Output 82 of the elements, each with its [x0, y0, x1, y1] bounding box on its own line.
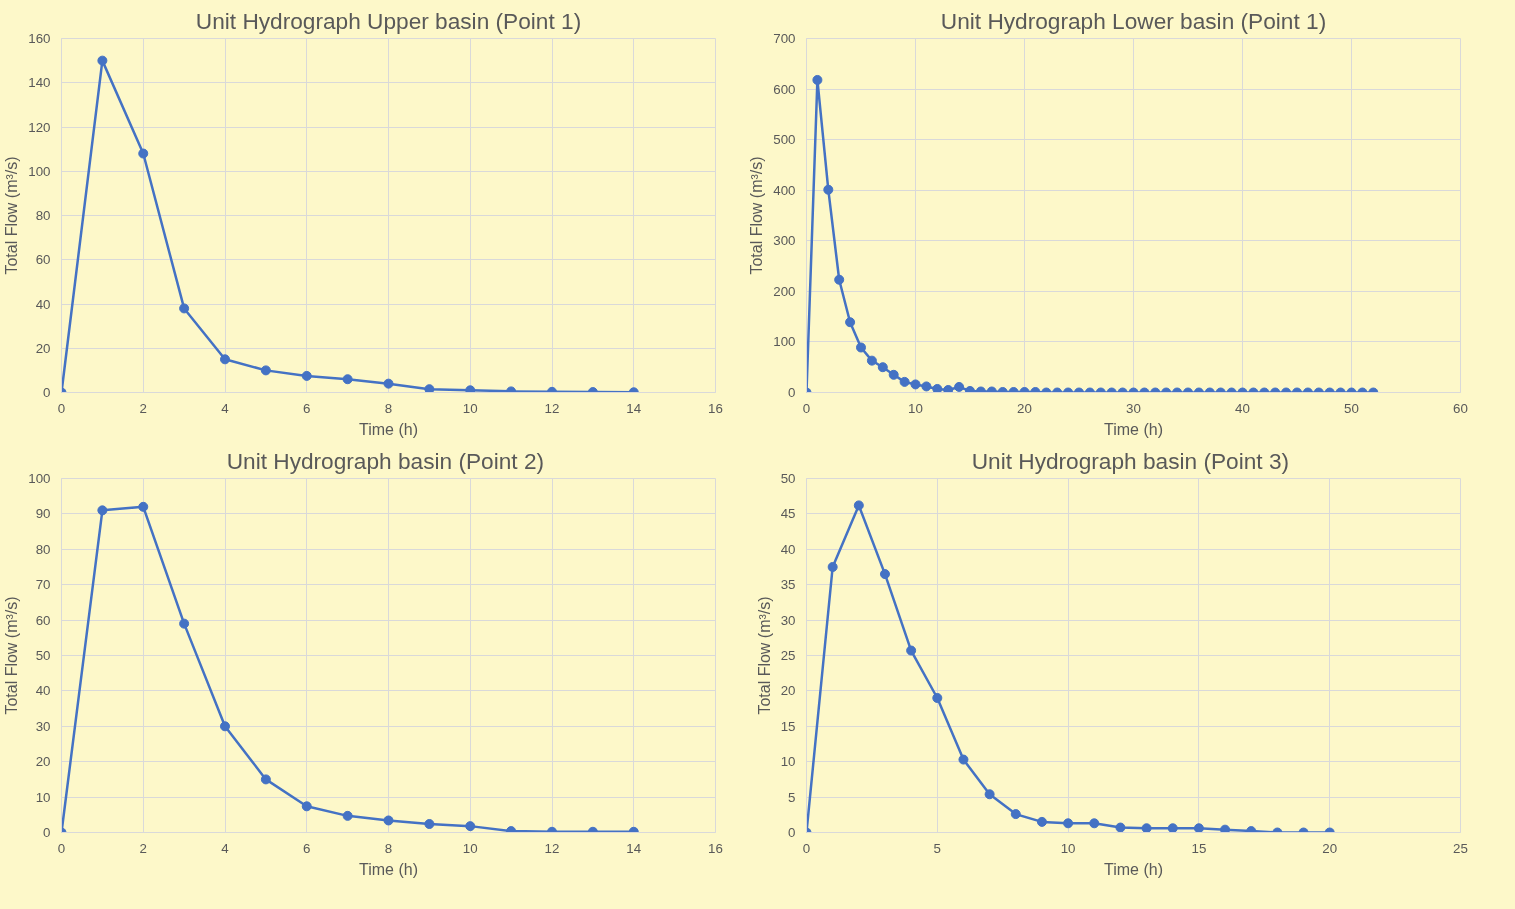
y-tick-label: 30 [35, 718, 51, 734]
x-tick-label: 8 [384, 400, 393, 416]
y-axis-title: Total Flow (m³/s) [3, 156, 21, 275]
x-tick-label: 6 [303, 840, 311, 856]
x-tick-label: 10 [908, 400, 923, 416]
x-tick-label: 20 [1017, 400, 1032, 416]
y-axis-title: Total Flow (m³/s) [3, 596, 21, 715]
y-tick-label: 45 [780, 506, 796, 522]
chart-title: Unit Hydrograph Lower basin (Point 1) [940, 7, 1327, 34]
y-tick-label: 300 [773, 233, 796, 249]
y-tick-label: 35 [780, 577, 796, 593]
x-tick-label: 10 [1060, 840, 1076, 856]
chart-title: Unit Hydrograph basin (Point 3) [971, 447, 1290, 474]
y-tick-label: 30 [780, 612, 796, 628]
y-tick-label: 140 [28, 75, 51, 91]
y-axis-title: Total Flow (m³/s) [755, 596, 773, 715]
y-tick-label: 10 [780, 754, 796, 770]
y-tick-label: 0 [788, 385, 796, 400]
y-tick-label: 25 [780, 648, 796, 663]
x-axis-title: Time (h) [1104, 420, 1163, 438]
y-tick-label: 60 [35, 612, 51, 628]
chart-title: Unit Hydrograph Upper basin (Point 1) [195, 7, 582, 34]
x-axis-title: Time (h) [359, 420, 418, 438]
y-tick-label: 60 [35, 252, 51, 268]
y-tick-label: 600 [773, 81, 796, 97]
y-tick-label: 160 [28, 31, 51, 46]
x-tick-label: 20 [1322, 840, 1338, 856]
y-tick-label: 50 [35, 648, 51, 663]
x-tick-label: 30 [1126, 400, 1141, 416]
y-tick-label: 5 [788, 789, 796, 805]
y-tick-label: 10 [35, 789, 51, 805]
x-tick-label: 25 [1453, 840, 1468, 856]
x-tick-label: 8 [384, 840, 393, 856]
y-tick-label: 700 [773, 31, 796, 46]
y-tick-label: 80 [35, 541, 51, 557]
y-tick-label: 80 [35, 208, 51, 223]
x-tick-label: 14 [626, 400, 642, 416]
y-tick-label: 40 [780, 541, 796, 557]
x-tick-label: 40 [1235, 400, 1250, 416]
x-tick-label: 0 [802, 400, 811, 416]
chart-title: Unit Hydrograph basin (Point 2) [226, 447, 545, 474]
y-tick-label: 40 [35, 683, 51, 699]
y-tick-label: 200 [773, 283, 796, 299]
x-tick-label: 0 [802, 840, 811, 856]
x-tick-label: 2 [139, 840, 147, 856]
y-tick-label: 0 [43, 825, 51, 840]
x-axis-title: Time (h) [1104, 860, 1163, 878]
y-tick-label: 90 [35, 506, 51, 522]
y-tick-label: 100 [773, 334, 796, 350]
y-tick-label: 0 [788, 825, 796, 840]
x-tick-label: 0 [57, 400, 66, 416]
y-axis-title: Total Flow (m³/s) [748, 156, 766, 275]
y-tick-label: 100 [28, 163, 51, 179]
y-tick-label: 15 [780, 718, 796, 734]
x-tick-label: 14 [626, 840, 642, 856]
y-tick-label: 100 [28, 471, 51, 486]
x-tick-label: 16 [708, 840, 723, 856]
x-tick-label: 50 [1344, 400, 1359, 416]
x-tick-label: 4 [221, 840, 230, 856]
x-tick-label: 16 [708, 400, 723, 416]
y-tick-label: 500 [773, 132, 796, 148]
x-tick-label: 6 [303, 400, 311, 416]
x-tick-label: 4 [221, 400, 230, 416]
x-tick-label: 15 [1191, 840, 1207, 856]
y-tick-label: 50 [780, 471, 796, 486]
x-tick-label: 12 [544, 840, 560, 856]
y-tick-label: 70 [35, 577, 51, 593]
y-tick-label: 20 [35, 754, 51, 770]
y-tick-label: 20 [35, 340, 51, 356]
x-tick-label: 0 [57, 840, 66, 856]
y-tick-label: 40 [35, 296, 51, 312]
x-tick-label: 2 [139, 400, 147, 416]
y-tick-label: 0 [43, 385, 51, 400]
y-tick-label: 400 [773, 182, 796, 198]
y-tick-label: 20 [780, 683, 796, 699]
x-tick-label: 10 [462, 840, 478, 856]
x-axis-title: Time (h) [359, 860, 418, 878]
x-tick-label: 10 [462, 400, 478, 416]
x-tick-label: 5 [933, 840, 942, 856]
x-tick-label: 12 [544, 400, 560, 416]
y-tick-label: 120 [28, 119, 51, 135]
x-tick-label: 60 [1453, 400, 1468, 416]
